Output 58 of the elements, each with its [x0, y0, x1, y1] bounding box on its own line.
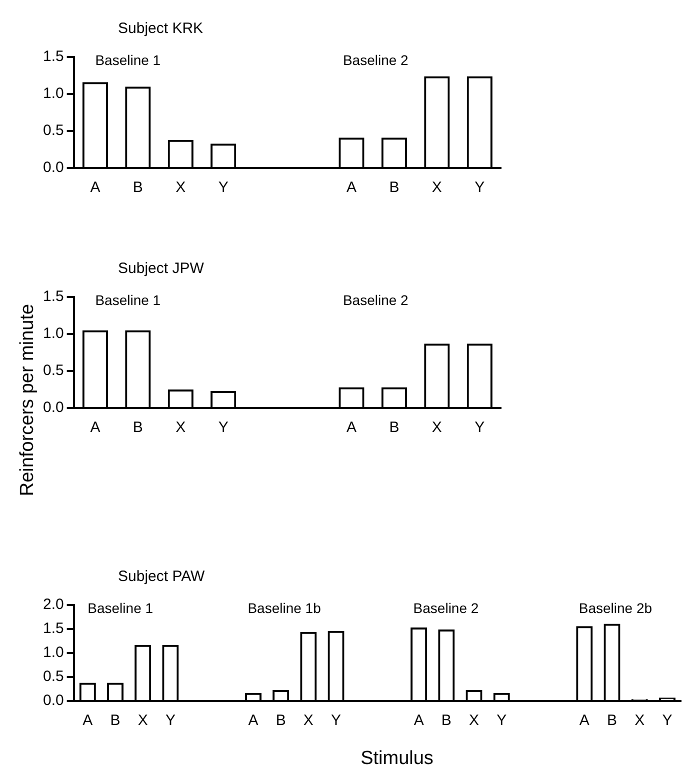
y-tick-label: 0.5 — [42, 122, 64, 140]
x-tick-label: A — [82, 712, 93, 730]
x-tick-label: B — [441, 712, 452, 730]
x-tick-label: Y — [474, 419, 485, 436]
x-tick-label: Y — [165, 712, 176, 730]
x-tick-label: Y — [662, 712, 672, 730]
annotation: Baseline 2b — [578, 600, 652, 616]
x-tick-label: Y — [218, 419, 228, 436]
x-tick-label: Y — [496, 712, 507, 730]
y-tick-label: 0.0 — [42, 692, 64, 710]
annotation: Baseline 2 — [342, 292, 409, 308]
x-tick-label: B — [132, 179, 143, 196]
x-tick-label: A — [248, 712, 258, 730]
x-tick-label: X — [634, 712, 645, 730]
x-axis-title: Stimulus — [360, 748, 434, 770]
y-tick-label: 1.5 — [42, 620, 64, 638]
y-tick-label: 2.0 — [42, 596, 64, 614]
x-tick-label: X — [432, 179, 442, 196]
y-tick-label: 1.0 — [42, 85, 64, 102]
y-tick-label: 0.5 — [42, 668, 64, 686]
x-tick-label: A — [90, 179, 100, 196]
x-tick-label: A — [90, 419, 100, 436]
chart-title: Subject JPW — [118, 260, 204, 277]
y-tick-label: 1.0 — [42, 644, 64, 662]
x-tick-label: X — [176, 419, 186, 436]
x-tick-label: B — [607, 712, 618, 730]
x-tick-label: B — [389, 419, 400, 436]
annotation: Baseline 2 — [413, 600, 479, 616]
x-tick-label: A — [579, 712, 590, 730]
x-tick-label: X — [432, 419, 442, 436]
x-tick-label: A — [346, 419, 357, 436]
annotation: Baseline 2 — [342, 52, 409, 68]
y-tick-label: 1.0 — [42, 325, 64, 342]
annotation: Baseline 1 — [95, 52, 161, 68]
chart-title: Subject PAW — [118, 568, 205, 585]
x-tick-label: X — [176, 179, 186, 196]
x-tick-label: Y — [218, 179, 228, 196]
y-tick-label: 0.0 — [42, 159, 64, 176]
annotation: Baseline 1 — [88, 600, 154, 616]
x-tick-label: Y — [474, 179, 485, 196]
annotation: Baseline 1 — [95, 292, 161, 308]
y-axis-title: Reinforcers per minute — [17, 304, 39, 496]
x-tick-label: B — [110, 712, 120, 730]
x-tick-label: X — [138, 712, 148, 730]
y-tick-label: 1.5 — [42, 288, 64, 306]
x-tick-label: Y — [331, 712, 342, 730]
x-tick-label: A — [346, 179, 357, 196]
annotation: Baseline 1b — [248, 600, 322, 616]
x-tick-label: X — [469, 712, 480, 730]
x-tick-label: B — [389, 179, 400, 196]
y-tick-label: 0.5 — [42, 362, 64, 380]
chart-title: Subject KRK — [118, 20, 204, 37]
y-tick-label: 0.0 — [42, 399, 64, 416]
y-tick-label: 1.5 — [42, 48, 64, 66]
x-tick-label: B — [132, 419, 143, 436]
x-tick-label: B — [276, 712, 286, 730]
x-tick-label: X — [303, 712, 314, 730]
x-tick-label: A — [414, 712, 424, 730]
